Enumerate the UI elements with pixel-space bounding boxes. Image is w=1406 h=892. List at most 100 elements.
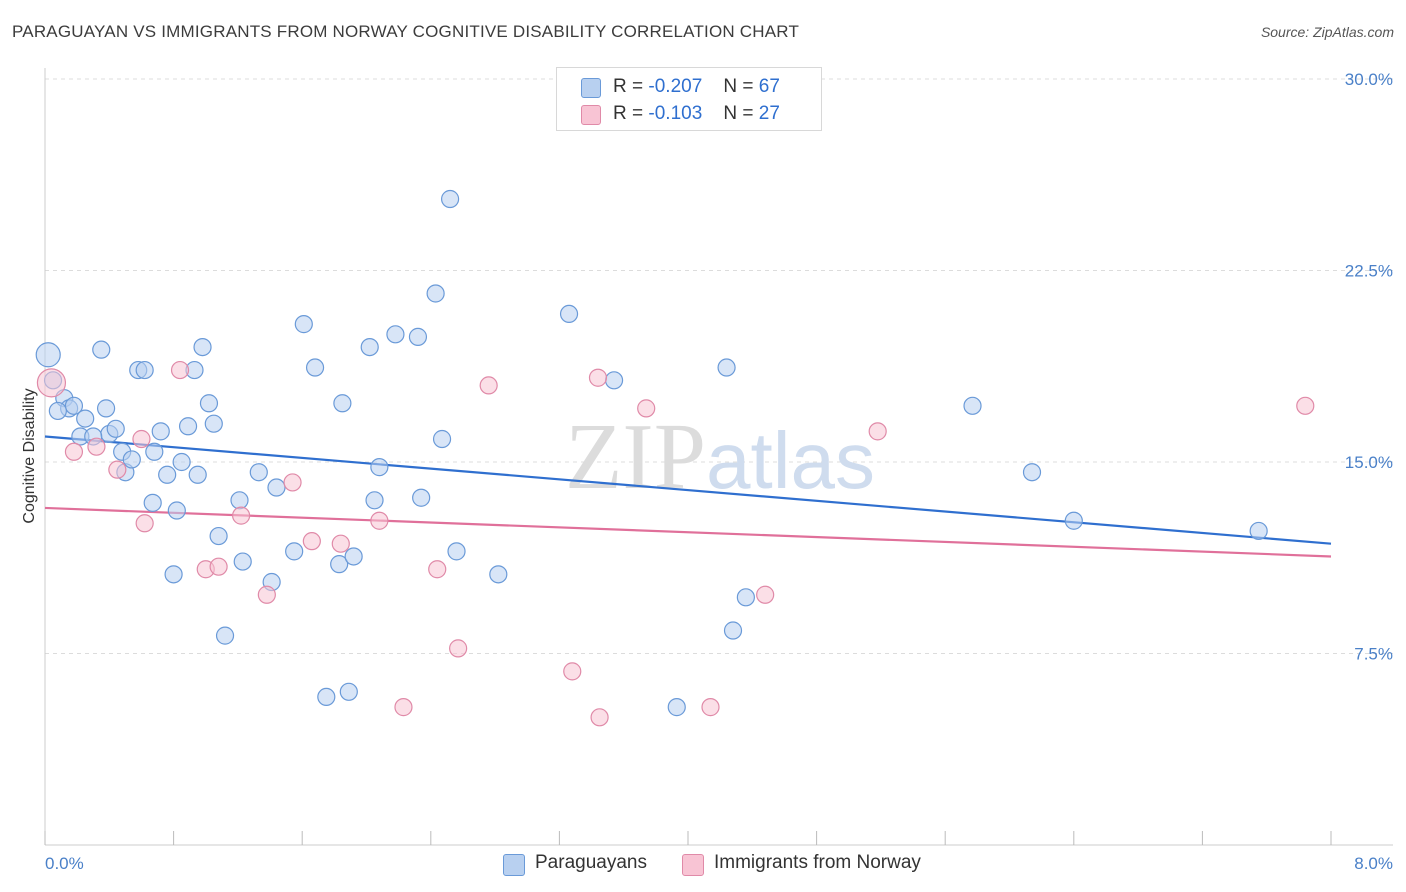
- point-paraguayans: [204, 414, 223, 433]
- point-paraguayans: [426, 284, 445, 303]
- point-paraguayans: [717, 358, 736, 377]
- point-norway: [479, 376, 498, 395]
- legend-swatch-paraguayans: [581, 78, 601, 98]
- point-paraguayans: [330, 555, 349, 574]
- point-norway: [588, 368, 608, 387]
- point-paraguayans: [199, 394, 219, 413]
- point-paraguayans: [35, 342, 61, 368]
- watermark-zip: ZIP: [565, 405, 706, 509]
- point-paraguayans: [489, 565, 508, 584]
- point-paraguayans: [76, 409, 95, 428]
- y-tick-label: 22.5%: [1345, 262, 1393, 281]
- watermark-atlas: atlas: [706, 416, 875, 505]
- point-paraguayans: [667, 698, 686, 717]
- point-norway: [449, 639, 468, 658]
- point-paraguayans: [559, 304, 579, 324]
- point-paraguayans: [1064, 511, 1083, 530]
- point-norway: [108, 460, 127, 479]
- point-paraguayans: [723, 621, 743, 640]
- point-norway: [302, 532, 321, 551]
- trend-line-paraguayans: [44, 435, 1332, 545]
- chart-source: Source: ZipAtlas.com: [1260, 24, 1394, 40]
- point-paraguayans: [604, 371, 624, 390]
- point-paraguayans: [215, 626, 235, 645]
- point-paraguayans: [412, 488, 431, 507]
- point-paraguayans: [365, 491, 384, 510]
- chart-title: PARAGUAYAN VS IMMIGRANTS FROM NORWAY COG…: [12, 22, 800, 41]
- bottom-legend-swatch-paraguayans: [503, 854, 525, 876]
- point-paraguayans: [48, 401, 67, 421]
- point-norway: [756, 585, 775, 604]
- point-paraguayans: [432, 429, 452, 449]
- point-paraguayans: [106, 419, 125, 438]
- point-norway: [257, 585, 276, 604]
- x-tick-label: 8.0%: [1354, 854, 1393, 873]
- legend-swatch-norway: [581, 105, 601, 125]
- axes: [44, 68, 1393, 846]
- r-value-norway: -0.103: [648, 103, 703, 124]
- point-norway: [1296, 396, 1315, 415]
- point-norway: [563, 662, 582, 681]
- point-paraguayans: [178, 417, 198, 436]
- point-paraguayans: [193, 338, 212, 357]
- legend-text-paraguayans: R = -0.207 N = 67: [613, 76, 780, 98]
- point-paraguayans: [143, 493, 162, 512]
- point-paraguayans: [305, 358, 325, 377]
- n-label: N =: [723, 103, 754, 124]
- point-paraguayans: [267, 478, 286, 497]
- point-paraguayans: [96, 399, 116, 418]
- point-paraguayans: [1022, 463, 1042, 482]
- point-paraguayans: [963, 396, 982, 415]
- stats-legend: R = -0.207 N = 67 R = -0.103 N = 27: [556, 67, 822, 131]
- point-paraguayans: [151, 422, 170, 441]
- y-tick-label: 7.5%: [1354, 645, 1393, 664]
- point-paraguayans: [285, 542, 304, 561]
- point-norway: [64, 442, 84, 461]
- point-paraguayans: [1249, 521, 1268, 541]
- point-paraguayans: [339, 682, 358, 701]
- point-paraguayans: [188, 465, 207, 484]
- n-value-norway: 27: [758, 103, 780, 124]
- trend-lines: [44, 435, 1332, 558]
- point-paraguayans: [92, 340, 111, 359]
- point-norway: [132, 429, 151, 449]
- point-paraguayans: [122, 450, 141, 469]
- point-norway: [637, 399, 656, 418]
- point-paraguayans: [172, 452, 191, 472]
- x-tick-label: 0.0%: [45, 854, 84, 873]
- y-tick-label: 15.0%: [1345, 453, 1393, 472]
- point-norway: [868, 422, 887, 441]
- point-norway: [590, 708, 609, 727]
- watermark: ZIPatlas: [565, 405, 875, 509]
- r-value-paraguayans: -0.207: [648, 76, 703, 97]
- point-norway: [87, 437, 106, 456]
- point-norway: [370, 511, 389, 530]
- point-norway: [135, 514, 154, 533]
- r-label: R =: [613, 103, 644, 124]
- legend-text-norway: R = -0.103 N = 27: [613, 103, 780, 125]
- y-tick-label: 30.0%: [1345, 70, 1393, 89]
- point-paraguayans: [209, 526, 228, 546]
- bottom-legend-label-paraguayans: Paraguayans: [535, 852, 647, 873]
- point-paraguayans: [158, 465, 177, 484]
- point-norway: [394, 698, 413, 717]
- point-norway: [36, 368, 67, 398]
- point-paraguayans: [317, 687, 336, 707]
- point-norway: [701, 698, 720, 717]
- point-paraguayans: [370, 458, 389, 477]
- point-norway: [331, 534, 350, 553]
- n-value-paraguayans: 67: [758, 76, 780, 97]
- point-norway: [428, 560, 447, 579]
- point-paraguayans: [333, 394, 352, 413]
- y-axis-label: Cognitive Disability: [21, 388, 38, 523]
- point-paraguayans: [135, 360, 154, 380]
- point-paraguayans: [233, 552, 252, 571]
- point-paraguayans: [386, 325, 405, 344]
- tick-labels: 7.5% 15.0% 22.5% 30.0% 0.0% 8.0%: [45, 70, 1393, 873]
- n-label: N =: [723, 76, 754, 97]
- points-layer: [35, 189, 1315, 727]
- point-norway: [283, 473, 302, 492]
- point-paraguayans: [440, 189, 460, 209]
- point-paraguayans: [64, 396, 84, 415]
